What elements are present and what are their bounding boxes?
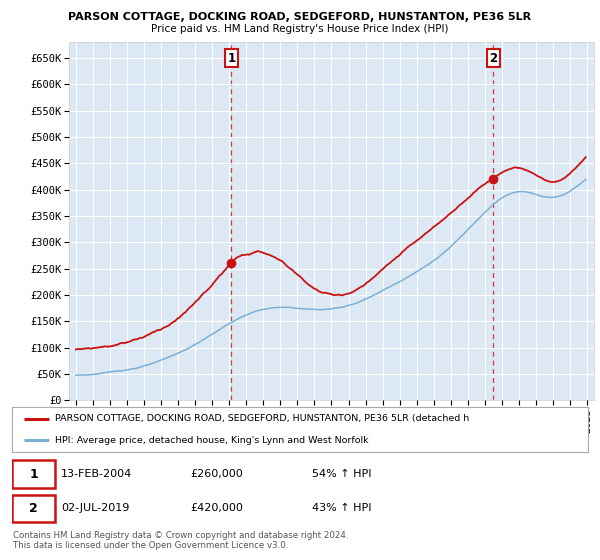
Text: £260,000: £260,000 bbox=[191, 469, 244, 479]
Text: 43% ↑ HPI: 43% ↑ HPI bbox=[311, 503, 371, 513]
Text: 2: 2 bbox=[490, 52, 497, 64]
Text: 2: 2 bbox=[29, 502, 38, 515]
Text: 13-FEB-2004: 13-FEB-2004 bbox=[61, 469, 132, 479]
Text: This data is licensed under the Open Government Licence v3.0.: This data is licensed under the Open Gov… bbox=[13, 541, 289, 550]
FancyBboxPatch shape bbox=[12, 460, 55, 488]
Text: £420,000: £420,000 bbox=[191, 503, 244, 513]
Text: Price paid vs. HM Land Registry's House Price Index (HPI): Price paid vs. HM Land Registry's House … bbox=[151, 24, 449, 34]
Text: 54% ↑ HPI: 54% ↑ HPI bbox=[311, 469, 371, 479]
Text: HPI: Average price, detached house, King's Lynn and West Norfolk: HPI: Average price, detached house, King… bbox=[55, 436, 369, 445]
Text: Contains HM Land Registry data © Crown copyright and database right 2024.: Contains HM Land Registry data © Crown c… bbox=[13, 531, 349, 540]
FancyBboxPatch shape bbox=[12, 494, 55, 522]
Text: PARSON COTTAGE, DOCKING ROAD, SEDGEFORD, HUNSTANTON, PE36 5LR (detached h: PARSON COTTAGE, DOCKING ROAD, SEDGEFORD,… bbox=[55, 414, 469, 423]
Text: 1: 1 bbox=[29, 468, 38, 480]
Text: 1: 1 bbox=[227, 52, 235, 64]
Text: PARSON COTTAGE, DOCKING ROAD, SEDGEFORD, HUNSTANTON, PE36 5LR: PARSON COTTAGE, DOCKING ROAD, SEDGEFORD,… bbox=[68, 12, 532, 22]
Text: 02-JUL-2019: 02-JUL-2019 bbox=[61, 503, 130, 513]
